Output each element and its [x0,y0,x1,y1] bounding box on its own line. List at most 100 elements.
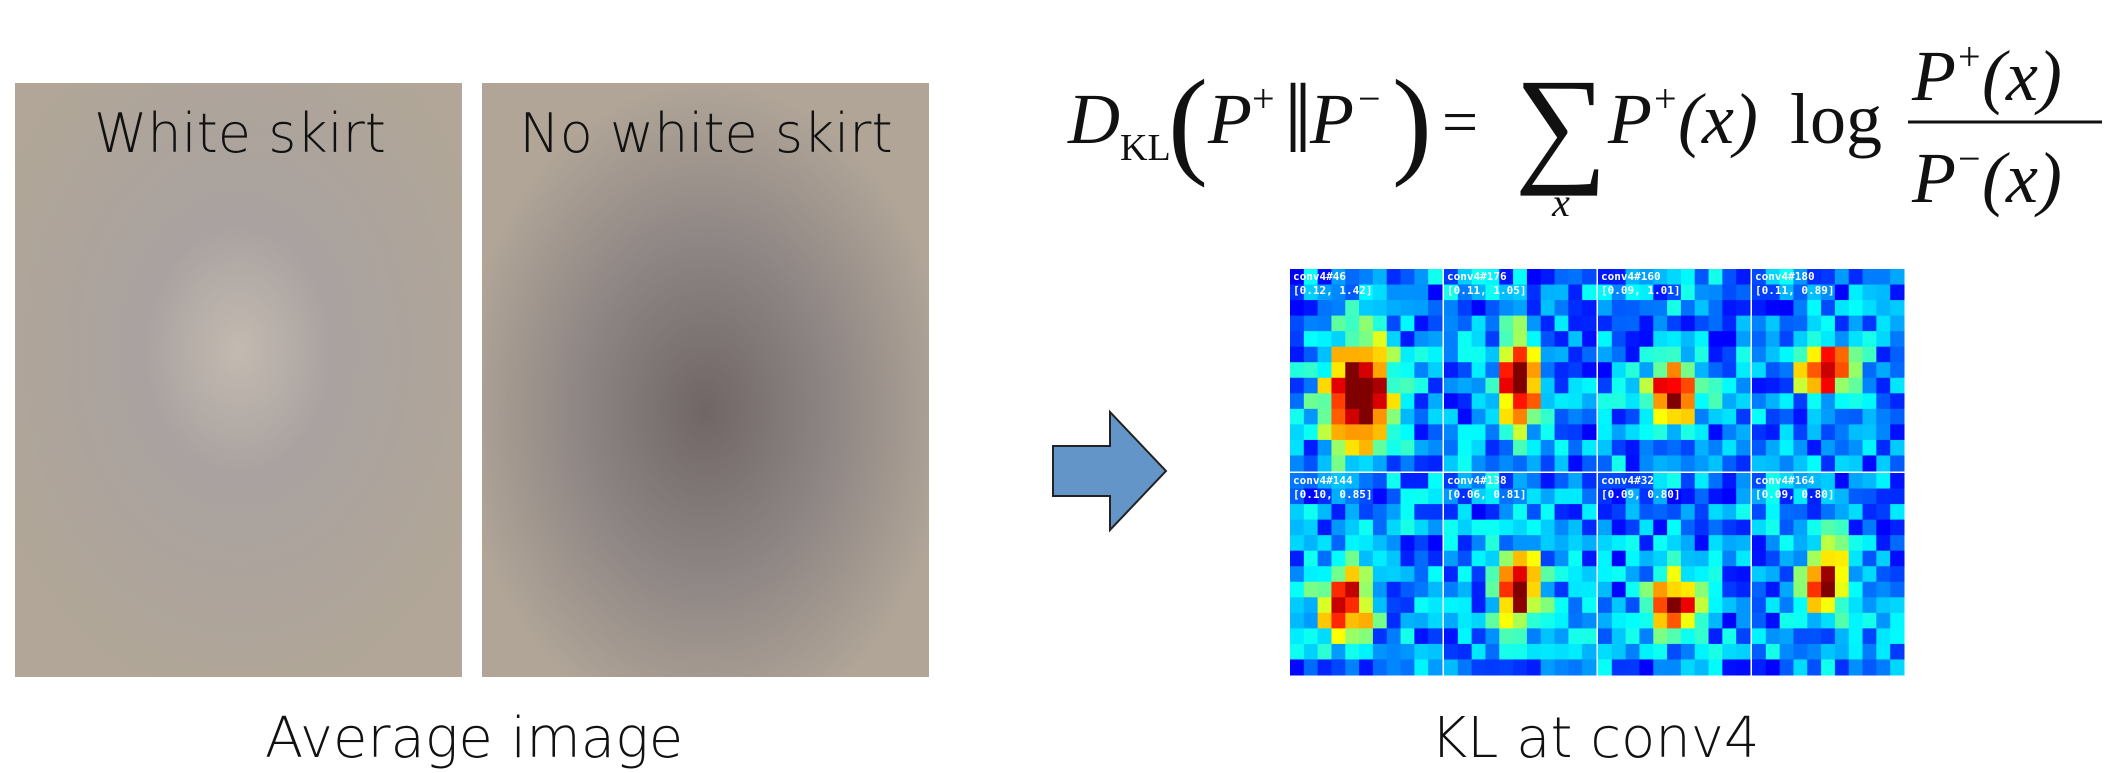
heatmap-cell [1639,331,1653,347]
heatmap-cell [1401,393,1415,409]
heatmap-cell [1401,331,1415,347]
heatmap-cell [1582,455,1596,471]
heatmap-cell [1890,300,1904,316]
heatmap-cell [1373,520,1387,536]
heatmap-cell [1485,566,1499,582]
heatmap-cell [1345,440,1359,456]
heatmap-cell [1807,597,1821,613]
heatmap-cell [1863,520,1877,536]
heatmap-cell [1639,424,1653,440]
heatmap-cell [1626,551,1640,567]
heatmap-cell [1667,455,1681,471]
heatmap-cell [1345,455,1359,471]
heatmap-cell [1513,409,1527,425]
heatmap-cell [1598,440,1612,456]
heatmap-cell [1472,378,1486,394]
heatmap-cell [1890,582,1904,598]
heatmap-cell [1345,424,1359,440]
heatmap-cell [1359,440,1373,456]
heatmap-cell [1835,362,1849,378]
heatmap-cell [1835,489,1849,505]
heatmap-cell [1472,520,1486,536]
heatmap-cell [1485,300,1499,316]
heatmap-cell [1681,440,1695,456]
heatmap-cell [1890,628,1904,644]
heatmap-cell [1541,362,1555,378]
heatmap-cell [1766,409,1780,425]
heatmap-cell [1499,504,1513,520]
heatmap-cell [1653,628,1667,644]
heatmap-cell [1472,300,1486,316]
heatmap-cell [1722,316,1736,332]
heatmap-cell [1863,424,1877,440]
heatmap-cell [1444,566,1458,582]
heatmap-cell [1318,597,1332,613]
heatmap-cell [1472,362,1486,378]
heatmap-cell [1499,551,1513,567]
heatmap-cell [1318,582,1332,598]
heatmap-cell [1639,659,1653,675]
heatmap-cell [1373,535,1387,551]
heatmap-cell [1863,566,1877,582]
heatmap-cell [1472,393,1486,409]
heatmap-cell [1499,331,1513,347]
heatmap-cell [1863,440,1877,456]
heatmap-cell [1681,566,1695,582]
heatmap-cell [1318,424,1332,440]
heatmap-cell [1373,566,1387,582]
heatmap-cell [1444,378,1458,394]
heatmap-cell [1345,659,1359,675]
heatmap-cell [1304,520,1318,536]
heatmap-cell [1513,551,1527,567]
heatmap-cell [1472,455,1486,471]
heatmap-cell [1612,535,1626,551]
heatmap-cell [1582,331,1596,347]
heatmap-cell [1639,300,1653,316]
heatmap-cell [1331,582,1345,598]
heatmap-cell [1485,440,1499,456]
heatmap-cell [1863,455,1877,471]
heatmap-cell [1612,393,1626,409]
heatmap-cell [1582,628,1596,644]
heatmap-cell [1639,582,1653,598]
heatmap-cell [1612,644,1626,660]
heatmap-cell [1582,362,1596,378]
heatmap-cell [1890,285,1904,301]
heatmap-cell [1626,566,1640,582]
heatmap-cell [1359,424,1373,440]
heatmap-cell [1709,455,1723,471]
heatmap-cell [1401,347,1415,363]
heatmap-cell [1527,644,1541,660]
heatmap-cell [1722,300,1736,316]
heatmap-cell [1290,409,1304,425]
heatmap-cell [1626,582,1640,598]
heatmap-cell [1472,409,1486,425]
heatmap-cell [1780,659,1794,675]
heatmap-cell [1793,613,1807,629]
heatmap-cell [1290,362,1304,378]
heatmap-cell [1331,362,1345,378]
heatmap-cell [1331,378,1345,394]
heatmap-cell [1555,535,1569,551]
heatmap-cell [1472,613,1486,629]
heatmap-cell [1401,551,1415,567]
heatmap-cell [1401,316,1415,332]
heatmap-cell [1541,269,1555,285]
heatmap-cell [1444,424,1458,440]
heatmap-cell [1821,378,1835,394]
heatmap-cell [1722,393,1736,409]
heatmap-cell [1304,455,1318,471]
heatmap-cell [1304,644,1318,660]
heatmap-cell [1736,285,1750,301]
heatmap-cell [1639,597,1653,613]
heatmap-cell [1582,504,1596,520]
heatmap-cell [1414,362,1428,378]
formula-symbol: (x) [1678,79,1758,159]
heatmap-cell [1345,535,1359,551]
heatmap-cell [1428,566,1442,582]
heatmap-cell [1807,566,1821,582]
heatmap-cell [1582,269,1596,285]
heatmap-cell [1485,409,1499,425]
heatmap-cell [1890,489,1904,505]
heatmap-cell [1359,409,1373,425]
